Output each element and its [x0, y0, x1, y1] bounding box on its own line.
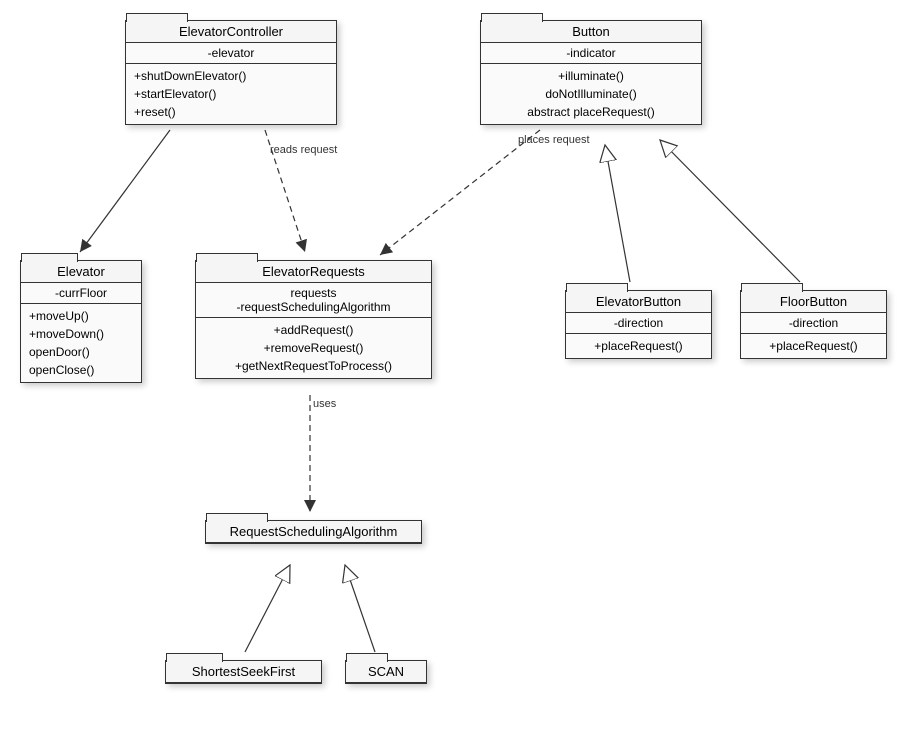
class-attrs: -currFloor — [21, 283, 141, 304]
class-attrs: requests-requestSchedulingAlgorithm — [196, 283, 431, 318]
class-title: ShortestSeekFirst — [166, 661, 321, 683]
edge-button-elevatorRequests — [380, 130, 540, 255]
class-methods: +shutDownElevator()+startElevator()+rese… — [126, 64, 336, 124]
class-methods: +placeRequest() — [566, 334, 711, 358]
class-title: ElevatorRequests — [196, 261, 431, 283]
edge-label: uses — [313, 398, 336, 410]
class-floorButton: FloorButton-direction+placeRequest() — [740, 290, 887, 359]
class-methods: +moveUp()+moveDown()openDoor()openClose(… — [21, 304, 141, 382]
class-title: Button — [481, 21, 701, 43]
class-title: FloorButton — [741, 291, 886, 313]
class-elevatorRequests: ElevatorRequestsrequests-requestScheduli… — [195, 260, 432, 379]
class-elevatorButton: ElevatorButton-direction+placeRequest() — [565, 290, 712, 359]
edge-scan-requestSchedulingAlgorithm — [345, 565, 375, 652]
class-attrs: -indicator — [481, 43, 701, 64]
class-elevatorController: ElevatorController-elevator+shutDownElev… — [125, 20, 337, 125]
class-elevator: Elevator-currFloor+moveUp()+moveDown()op… — [20, 260, 142, 383]
class-methods: +placeRequest() — [741, 334, 886, 358]
class-attrs: -direction — [566, 313, 711, 334]
class-methods: +illuminate()doNotIlluminate()abstract p… — [481, 64, 701, 124]
class-title: ElevatorButton — [566, 291, 711, 313]
class-title: ElevatorController — [126, 21, 336, 43]
class-scan: SCAN — [345, 660, 427, 684]
edge-elevatorController-elevator — [80, 130, 170, 252]
edge-label: reads request — [270, 144, 337, 156]
edge-label: places request — [518, 134, 590, 146]
edge-shortestSeekFirst-requestSchedulingAlgorithm — [245, 565, 290, 652]
class-title: SCAN — [346, 661, 426, 683]
class-button: Button-indicator+illuminate()doNotIllumi… — [480, 20, 702, 125]
class-title: RequestSchedulingAlgorithm — [206, 521, 421, 543]
class-methods: +addRequest()+removeRequest()+getNextReq… — [196, 318, 431, 378]
class-requestSchedulingAlgorithm: RequestSchedulingAlgorithm — [205, 520, 422, 544]
class-title: Elevator — [21, 261, 141, 283]
class-shortestSeekFirst: ShortestSeekFirst — [165, 660, 322, 684]
edge-floorButton-button — [660, 140, 800, 282]
class-attrs: -direction — [741, 313, 886, 334]
class-attrs: -elevator — [126, 43, 336, 64]
edge-elevatorButton-button — [605, 145, 630, 282]
